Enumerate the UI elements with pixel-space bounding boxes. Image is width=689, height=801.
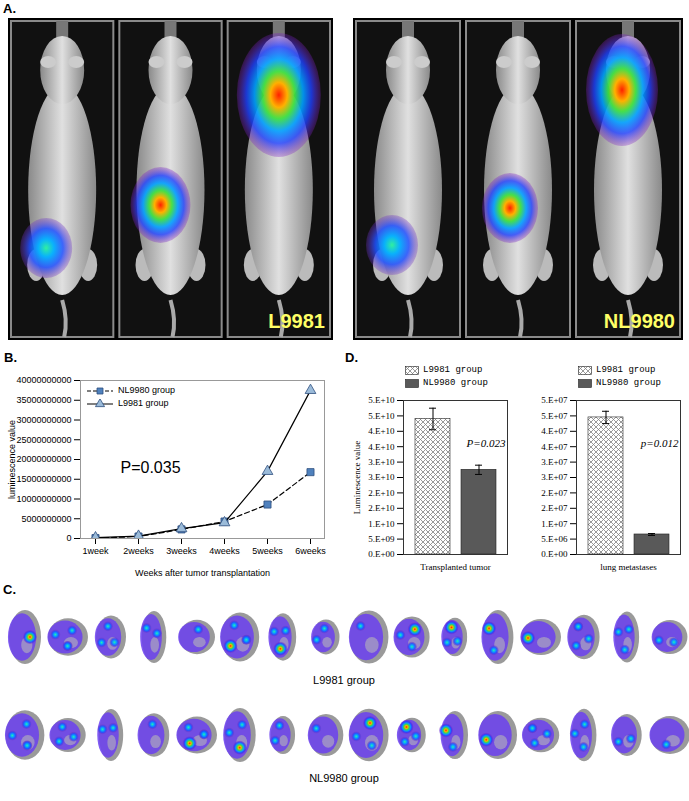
svg-text:5.E+10: 5.E+10 (368, 395, 395, 405)
svg-text:5.E+09: 5.E+09 (368, 534, 395, 544)
svg-text:Transplanted tumor: Transplanted tumor (420, 562, 490, 572)
svg-text:Luminescence value: Luminescence value (352, 441, 362, 515)
html-text:L9981 group: L9981 group (596, 365, 656, 375)
svg-text:3.E+10: 3.E+10 (368, 457, 395, 467)
svg-text:1.E+07: 1.E+07 (541, 519, 568, 529)
svg-text:luminescence value: luminescence value (7, 420, 17, 499)
svg-text:5.E+10: 5.E+10 (368, 411, 395, 421)
html-text:B.: B. (4, 350, 17, 365)
svg-text:4.E+07: 4.E+07 (541, 442, 568, 452)
html-text:NL9980 group: NL9980 group (423, 378, 488, 388)
svg-text:C.: C. (3, 582, 16, 597)
svg-text:2weeks: 2weeks (123, 546, 154, 556)
svg-text:6weeks: 6weeks (295, 546, 326, 556)
svg-text:40000000000: 40000000000 (16, 375, 71, 385)
html-text:L9981 group: L9981 group (118, 398, 169, 408)
svg-text:NL9980: NL9980 (604, 310, 675, 332)
html-text:L9981 group: L9981 group (423, 365, 483, 375)
svg-text:5.E+07: 5.E+07 (541, 395, 568, 405)
svg-text:4.E+10: 4.E+10 (368, 442, 395, 452)
svg-text:10000000000: 10000000000 (16, 494, 71, 504)
svg-text:3.E+07: 3.E+07 (541, 457, 568, 467)
svg-text:15000000000: 15000000000 (16, 474, 71, 484)
svg-text:3weeks: 3weeks (166, 546, 197, 556)
svg-text:NL9980 group: NL9980 group (309, 772, 379, 784)
svg-text:2.E+07: 2.E+07 (541, 488, 568, 498)
svg-text:P=0.035: P=0.035 (121, 459, 181, 476)
svg-text:4weeks: 4weeks (209, 546, 240, 556)
svg-text:5weeks: 5weeks (252, 546, 283, 556)
svg-text:5.E+07: 5.E+07 (541, 411, 568, 421)
svg-text:Weeks after tumor transplantat: Weeks after tumor transplantation (135, 568, 270, 578)
svg-text:25000000000: 25000000000 (16, 435, 71, 445)
svg-text:P=0.023: P=0.023 (466, 437, 506, 449)
svg-text:0.E+00: 0.E+00 (541, 549, 568, 559)
svg-text:2.E+10: 2.E+10 (368, 503, 395, 513)
svg-text:0: 0 (66, 533, 71, 543)
svg-text:5000000000: 5000000000 (21, 514, 71, 524)
svg-text:5.E+06: 5.E+06 (541, 534, 568, 544)
svg-text:L9981 group: L9981 group (313, 674, 375, 686)
svg-text:p=0.012: p=0.012 (640, 437, 679, 449)
html-text:D.: D. (345, 350, 358, 365)
svg-text:3.E+07: 3.E+07 (541, 472, 568, 482)
svg-text:0.E+00: 0.E+00 (368, 549, 395, 559)
svg-text:1.E+10: 1.E+10 (368, 519, 395, 529)
svg-text:A.: A. (3, 1, 16, 16)
svg-text:lung metastases: lung metastases (600, 562, 657, 572)
svg-text:4.E+10: 4.E+10 (368, 426, 395, 436)
svg-text:30000000000: 30000000000 (16, 415, 71, 425)
svg-text:4.E+07: 4.E+07 (541, 426, 568, 436)
svg-text:20000000000: 20000000000 (16, 454, 71, 464)
svg-text:3.E+10: 3.E+10 (368, 472, 395, 482)
svg-text:35000000000: 35000000000 (16, 395, 71, 405)
svg-text:2.E+10: 2.E+10 (368, 488, 395, 498)
svg-text:2.E+07: 2.E+07 (541, 503, 568, 513)
html-text:NL9980 group: NL9980 group (596, 378, 661, 388)
svg-text:L9981: L9981 (268, 310, 325, 332)
html-text:NL9980 group: NL9980 group (118, 385, 175, 395)
svg-text:1week: 1week (82, 546, 109, 556)
